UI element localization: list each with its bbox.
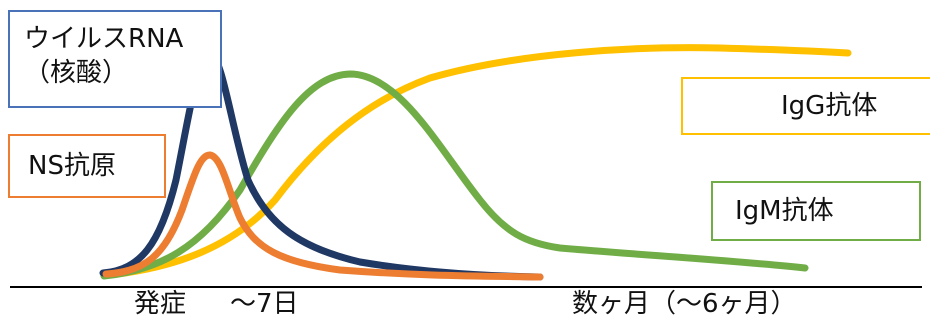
onset-label: 発症 — [134, 289, 187, 319]
ns-antigen-label: NS抗原 — [28, 151, 116, 181]
rna-curve — [99, 49, 544, 281]
igm-label-box: IgM抗体 — [711, 181, 921, 241]
igm-label: IgM抗体 — [735, 196, 834, 226]
igg-curve — [106, 44, 852, 279]
nucleic-acid-label: （核酸） — [24, 58, 129, 88]
day7-label: 〜7日 — [230, 289, 299, 319]
months-label: 数ヶ月（〜6ヶ月） — [572, 289, 797, 319]
ns-curve — [102, 151, 544, 281]
igg-label-box: IgG抗体 — [681, 77, 930, 135]
ns-antigen-label-box: NS抗原 — [8, 134, 166, 198]
igm-curve — [100, 70, 809, 280]
igg-label: IgG抗体 — [781, 91, 878, 121]
virus-rna-label: ウイルスRNA — [24, 24, 184, 54]
virus-rna-label-box: ウイルスRNA （核酸） — [8, 10, 222, 108]
